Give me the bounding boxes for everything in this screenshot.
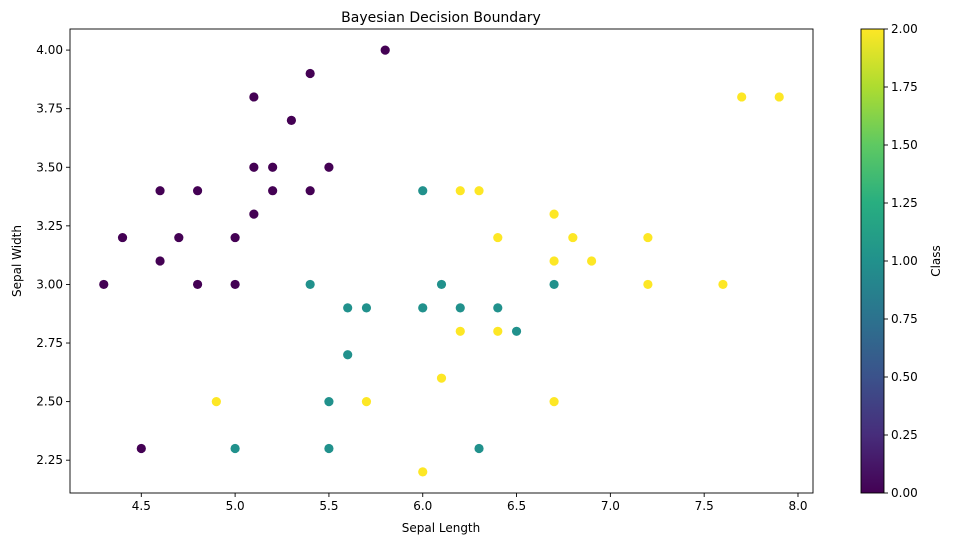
y-tick-label: 3.50 — [36, 160, 63, 174]
data-point-class-1 — [549, 279, 559, 290]
data-point-class-0 — [99, 279, 109, 290]
y-tick-label: 2.25 — [36, 453, 63, 467]
data-point-class-1 — [511, 326, 522, 336]
data-point-class-1 — [418, 186, 428, 196]
colorbar-tick-label: 0.50 — [891, 370, 918, 384]
colorbar-label: Class — [929, 245, 943, 277]
y-axis-label: Sepal Width — [10, 225, 24, 297]
data-point-class-2 — [737, 92, 747, 102]
data-point-class-1 — [343, 303, 353, 313]
y-tick-label: 2.75 — [36, 336, 63, 350]
data-point-class-0 — [324, 162, 334, 172]
colorbar-tick-label: 0.25 — [891, 428, 918, 442]
colorbar-tick-label: 1.00 — [891, 254, 918, 268]
data-point-class-1 — [230, 443, 240, 454]
data-point-class-0 — [230, 279, 240, 290]
data-point-class-2 — [568, 232, 578, 243]
x-tick-label: 7.0 — [601, 499, 620, 513]
data-point-class-2 — [718, 279, 728, 290]
data-point-class-0 — [249, 92, 259, 102]
data-point-class-2 — [643, 279, 653, 290]
data-point-class-1 — [474, 443, 484, 454]
data-point-class-0 — [305, 68, 315, 79]
data-point-class-0 — [192, 186, 203, 196]
data-point-class-0 — [268, 162, 278, 172]
plot-area: 4.5 5.0 5.5 6.0 6.5 7.0 7.5 8.0 2.25 2.50 2.75 3.0… — [36, 28, 814, 513]
data-point-class-2 — [493, 326, 503, 336]
data-point-class-2 — [361, 397, 372, 407]
data-point-class-1 — [493, 303, 503, 313]
data-point-class-1 — [324, 397, 334, 407]
data-point-class-0 — [249, 162, 259, 172]
colorbar: 0.00 0.25 0.50 0.75 1.00 1.25 1.50 1.75 2.00 Cla… — [860, 22, 943, 500]
data-point-class-1 — [455, 303, 465, 313]
data-point-class-2 — [643, 232, 653, 243]
data-point-class-2 — [587, 256, 597, 266]
data-point-class-2 — [474, 186, 484, 196]
x-tick-label: 6.0 — [413, 499, 432, 513]
x-tick-label: 8.0 — [788, 499, 807, 513]
data-point-class-0 — [249, 209, 259, 219]
data-point-class-2 — [436, 373, 447, 383]
x-tick-label: 6.5 — [507, 499, 526, 513]
data-point-class-1 — [436, 279, 447, 290]
data-point-class-0 — [230, 232, 240, 243]
data-point-class-0 — [192, 279, 203, 290]
data-point-class-1 — [305, 279, 315, 290]
data-point-class-2 — [493, 232, 503, 243]
colorbar-tick-label: 0.75 — [891, 312, 918, 326]
x-tick-label: 5.0 — [226, 499, 245, 513]
y-tick-label: 4.00 — [36, 43, 63, 57]
x-tick-label: 7.5 — [695, 499, 714, 513]
y-axis-ticks: 2.25 2.50 2.75 3.00 3.25 3.50 3.75 4.00 — [36, 43, 70, 467]
x-axis-ticks: 4.5 5.0 5.5 6.0 6.5 7.0 7.5 8.0 — [132, 493, 808, 513]
data-point-class-0 — [268, 186, 278, 196]
data-point-class-2 — [211, 397, 221, 407]
data-point-class-0 — [155, 256, 165, 266]
data-point-class-0 — [305, 186, 315, 196]
data-point-class-1 — [324, 443, 334, 454]
y-tick-label: 3.75 — [36, 102, 63, 116]
colorbar-tick-label: 1.50 — [891, 138, 918, 152]
data-point-class-2 — [549, 397, 559, 407]
data-point-class-0 — [155, 186, 165, 196]
colorbar-tick-label: 1.25 — [891, 196, 918, 210]
x-tick-label: 5.5 — [319, 499, 338, 513]
colorbar-ticks: 0.00 0.25 0.50 0.75 1.00 1.25 1.50 1.75 2.00 — [884, 22, 918, 500]
y-tick-label: 3.00 — [36, 277, 63, 291]
data-point-class-2 — [455, 326, 465, 336]
colorbar-tick-label: 0.00 — [891, 486, 918, 500]
points-layer — [99, 45, 784, 477]
data-point-class-0 — [117, 232, 128, 243]
data-point-class-2 — [455, 186, 465, 196]
data-point-class-0 — [136, 443, 146, 454]
data-point-class-0 — [174, 232, 184, 243]
data-point-class-2 — [418, 467, 428, 477]
data-point-class-1 — [418, 303, 428, 313]
y-tick-label: 3.25 — [36, 219, 63, 233]
data-point-class-2 — [549, 256, 559, 266]
plot-frame — [69, 28, 814, 494]
colorbar-tick-label: 1.75 — [891, 80, 918, 94]
data-point-class-1 — [361, 303, 372, 313]
y-tick-label: 2.50 — [36, 395, 63, 409]
chart-title: Bayesian Decision Boundary — [341, 10, 541, 26]
data-point-class-1 — [343, 350, 353, 360]
data-point-class-2 — [774, 92, 784, 102]
data-point-class-0 — [380, 45, 390, 55]
x-tick-label: 4.5 — [132, 499, 151, 513]
data-point-class-2 — [549, 209, 559, 219]
colorbar-gradient — [860, 28, 885, 494]
colorbar-tick-label: 2.00 — [891, 22, 918, 36]
data-point-class-0 — [286, 115, 296, 125]
x-axis-label: Sepal Length — [402, 521, 481, 535]
